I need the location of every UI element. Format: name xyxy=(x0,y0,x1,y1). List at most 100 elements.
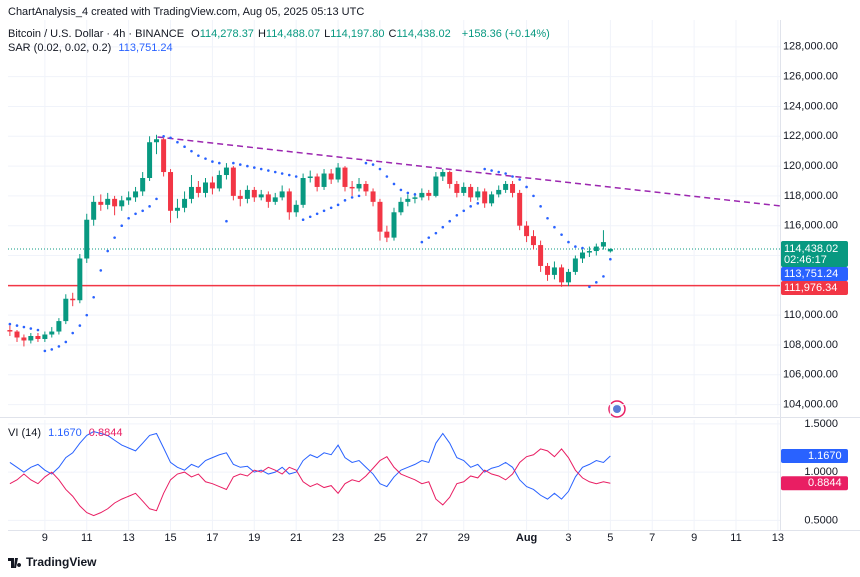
candle-body xyxy=(126,197,132,201)
x-tick-label: 17 xyxy=(206,532,218,544)
vi-plus-value: 1.1670 xyxy=(48,427,82,439)
x-tick-label: 13 xyxy=(772,532,784,544)
sar-dot xyxy=(483,167,486,171)
candle-body xyxy=(112,198,118,207)
y-tick-label: 0.5000 xyxy=(804,514,838,526)
sar-dot xyxy=(420,240,424,244)
y-tick-label: 1.5000 xyxy=(804,418,838,430)
last-price-label: 114,438.02 xyxy=(784,243,838,255)
sar-dot xyxy=(441,225,445,229)
sar-dot xyxy=(134,212,137,216)
y-tick-label: 110,000.00 xyxy=(784,309,838,321)
sar-dot xyxy=(602,275,605,278)
candle-body xyxy=(461,186,467,193)
candle-body xyxy=(593,246,599,252)
candle-body xyxy=(454,183,460,193)
x-tick-label: 15 xyxy=(164,532,176,544)
candle-body xyxy=(265,194,271,202)
sar-dot xyxy=(525,185,528,189)
sar-dot xyxy=(336,203,340,207)
candle-body xyxy=(119,200,125,207)
sar-dot xyxy=(560,233,563,236)
candle-body xyxy=(496,189,502,195)
x-tick-label: 9 xyxy=(691,532,697,544)
sar-dot xyxy=(225,219,228,223)
ohlc-legend: O114,278.37 H114,488.07 L114,197.80 C114,43… xyxy=(191,28,455,40)
x-tick-label: 9 xyxy=(42,532,48,544)
candle-body xyxy=(377,201,383,232)
sar-dot xyxy=(148,205,151,208)
candle-body xyxy=(35,336,41,339)
sar-dot xyxy=(357,194,361,198)
x-tick-label: Aug xyxy=(516,532,537,544)
vi-tag-label: 1.1670 xyxy=(808,450,842,462)
sar-dot xyxy=(22,325,26,329)
sar-dot xyxy=(253,166,256,169)
x-tick-label: 21 xyxy=(290,532,302,544)
candle-body xyxy=(7,330,13,332)
sar-dot xyxy=(553,225,556,229)
vi-line xyxy=(9,448,611,517)
x-tick-label: 19 xyxy=(248,532,260,544)
change: +158.36 (+0.14%) xyxy=(461,28,550,40)
candle-body xyxy=(468,186,474,198)
sar-dot xyxy=(469,205,472,208)
sar-dot xyxy=(71,331,75,335)
sar-dot xyxy=(287,173,291,177)
candle-body xyxy=(475,191,481,198)
candle-body xyxy=(63,298,69,322)
candle-body xyxy=(517,192,523,226)
candle-body xyxy=(349,186,355,189)
sar-dot xyxy=(92,295,95,299)
sar-dot xyxy=(378,167,382,171)
candle-body xyxy=(440,172,446,177)
candle-body xyxy=(482,191,488,204)
candle-body xyxy=(314,176,320,187)
candle-body xyxy=(174,207,180,211)
candle-body xyxy=(279,191,285,198)
grid xyxy=(8,20,780,530)
sar-dot xyxy=(301,218,305,222)
sar-dot xyxy=(246,164,249,168)
sar-dot xyxy=(218,161,221,165)
sar-tag-label: 113,751.24 xyxy=(784,268,838,280)
vi-tag xyxy=(781,448,848,463)
sar-dot xyxy=(546,216,549,220)
candle-body xyxy=(28,336,34,341)
candle-body xyxy=(153,139,159,143)
candle-body xyxy=(565,271,571,283)
candle-body xyxy=(230,167,236,196)
sar-dot xyxy=(267,169,270,172)
vi-tag xyxy=(781,476,848,491)
symbol-legend: Bitcoin / U.S. Dollar · 4h · BINANCE O11… xyxy=(8,28,554,40)
sar-dot xyxy=(581,246,584,250)
x-tick-label: 27 xyxy=(416,532,428,544)
candle-body xyxy=(398,201,404,213)
sar-tag xyxy=(781,266,848,281)
indicator-icon xyxy=(608,400,626,418)
ohlc-key: H xyxy=(257,28,266,40)
ohlc-key: O xyxy=(191,28,200,40)
candle-body xyxy=(49,331,55,335)
sar-dot xyxy=(99,269,103,272)
sar-dot xyxy=(511,175,514,178)
sar-dot xyxy=(155,197,158,201)
sar-dot xyxy=(364,161,368,165)
x-tick-label: 25 xyxy=(374,532,386,544)
sar-dot xyxy=(259,167,263,171)
sar-dot xyxy=(85,313,89,317)
candle-body xyxy=(140,178,146,192)
sar-dot xyxy=(15,324,19,327)
x-tick-label: 23 xyxy=(332,532,344,544)
last-price-tag xyxy=(781,240,848,267)
ohlc-value: 114,438.02 xyxy=(396,28,451,40)
candle-body xyxy=(503,183,509,190)
y-tick-label: 116,000.00 xyxy=(784,220,838,232)
x-tick-label: 29 xyxy=(458,532,470,544)
candle-body xyxy=(551,267,557,275)
x-tick-label: 7 xyxy=(649,532,655,544)
sar-dot xyxy=(308,215,312,219)
candle-body xyxy=(300,178,306,205)
candle-body xyxy=(510,183,516,193)
